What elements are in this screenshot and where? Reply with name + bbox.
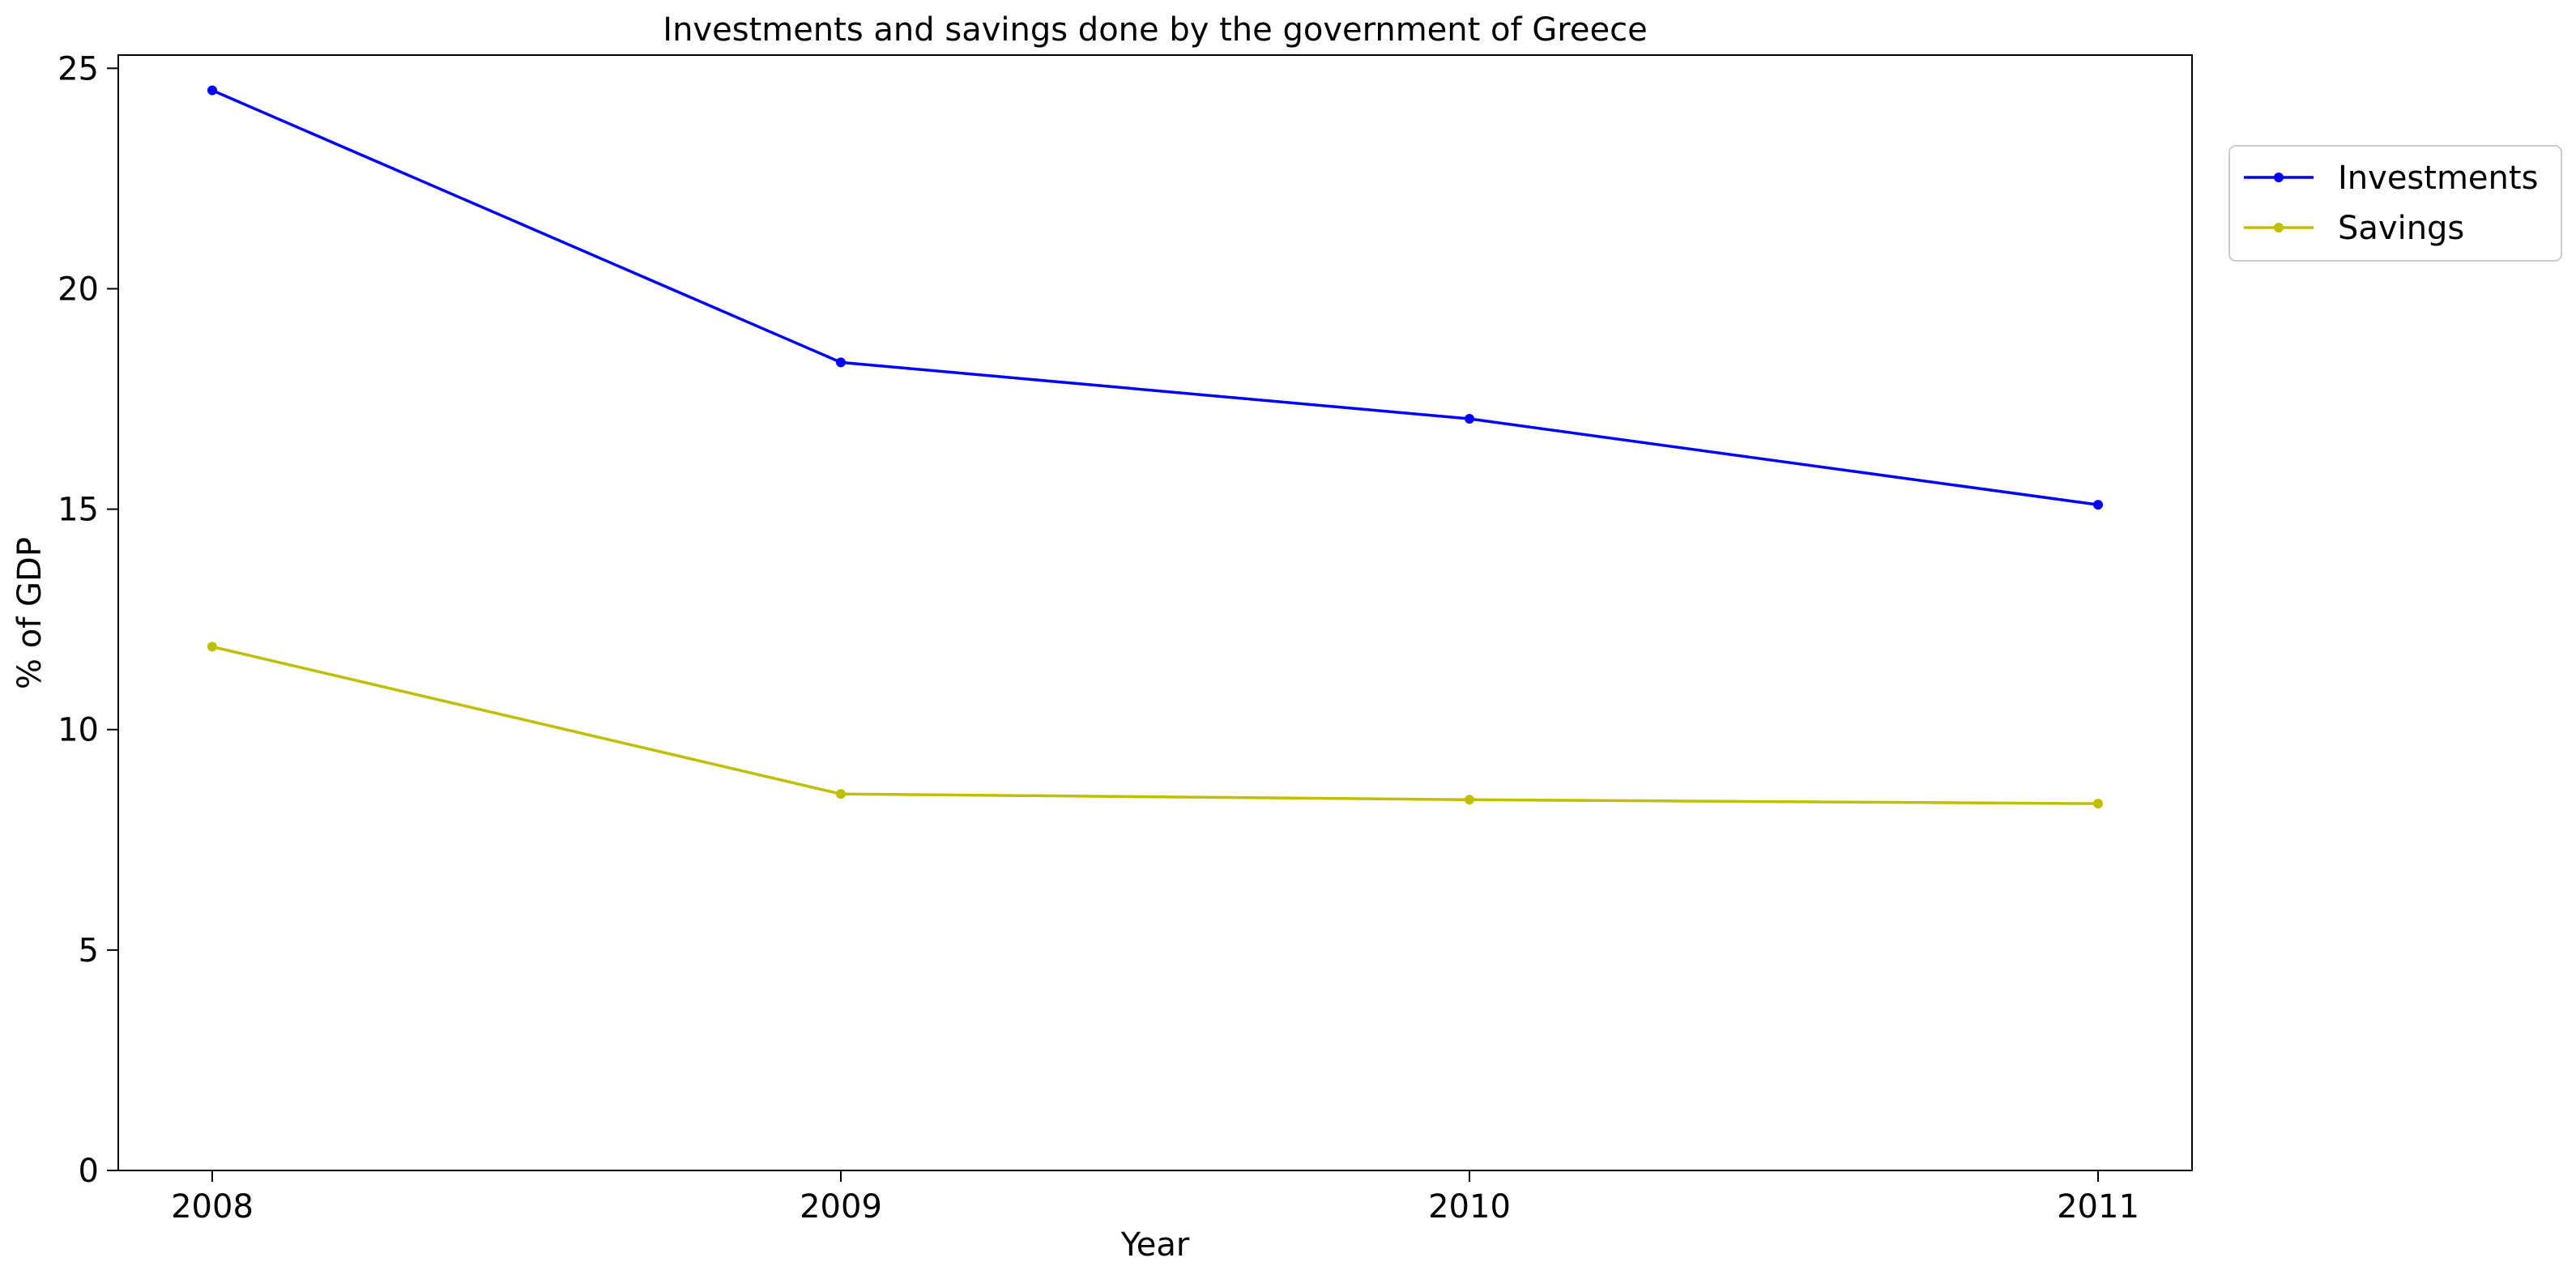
data-point-savings <box>2093 799 2103 809</box>
data-point-savings <box>836 789 846 799</box>
data-point-savings <box>207 642 217 652</box>
x-tick-label: 2008 <box>171 1188 254 1226</box>
data-point-investments <box>2093 500 2103 510</box>
legend-marker-investments <box>2274 173 2284 182</box>
legend-label-investments: Investments <box>2338 160 2538 197</box>
y-tick-label: 25 <box>58 50 99 87</box>
y-tick-label: 5 <box>79 932 99 970</box>
plot-area <box>117 54 2193 1171</box>
series-line-savings <box>211 645 2099 805</box>
legend-frame <box>2228 145 2562 262</box>
y-tick-label: 20 <box>58 271 99 308</box>
legend-items: Investments Savings <box>2244 160 2538 247</box>
x-axis: 2008 2009 2010 2011 <box>171 1170 2139 1226</box>
data-point-investments <box>1465 414 1474 424</box>
legend-marker-savings <box>2274 223 2284 232</box>
data-point-savings <box>1465 795 1474 805</box>
series-layer <box>207 85 2103 809</box>
legend-label-savings: Savings <box>2338 210 2464 247</box>
y-axis-label: % of GDP <box>11 537 49 689</box>
x-axis-label: Year <box>1120 1226 1190 1264</box>
y-tick-label: 0 <box>79 1153 99 1190</box>
legend: Investments Savings <box>2228 145 2562 262</box>
x-tick-label: 2010 <box>1428 1188 1511 1226</box>
y-axis: 0 5 10 15 20 25 <box>58 50 118 1190</box>
chart-title: Investments and savings done by the gove… <box>663 11 1647 49</box>
x-tick-label: 2011 <box>2057 1188 2139 1226</box>
data-point-investments <box>207 85 217 96</box>
data-point-investments <box>836 357 846 368</box>
y-tick-label: 10 <box>58 712 99 749</box>
x-tick-label: 2009 <box>800 1188 882 1226</box>
series-line-investments <box>211 88 2099 506</box>
y-tick-label: 15 <box>58 492 99 529</box>
